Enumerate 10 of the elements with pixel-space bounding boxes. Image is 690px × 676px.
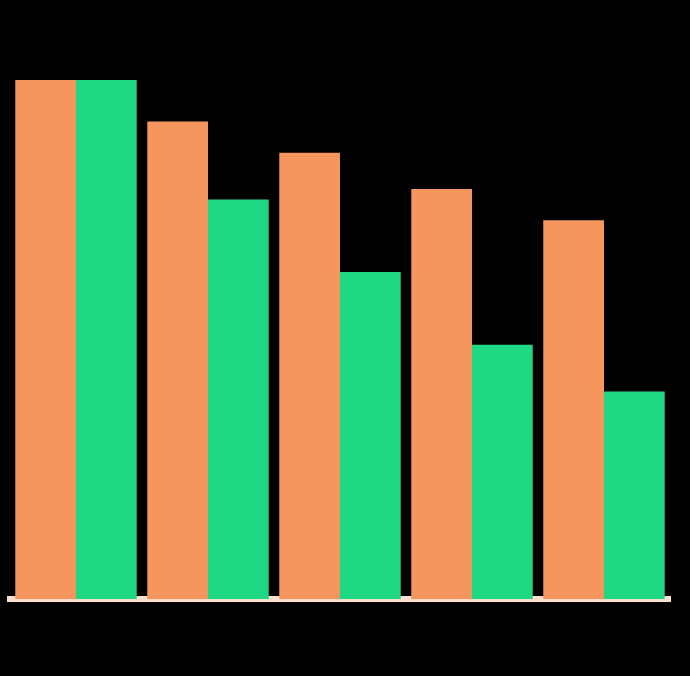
- bar: [147, 121, 208, 600]
- bar: [543, 220, 604, 600]
- bar: [340, 272, 401, 600]
- bar: [472, 344, 533, 600]
- bar: [411, 189, 472, 600]
- bar: [15, 80, 76, 600]
- bar: [604, 391, 665, 600]
- bar: [279, 152, 340, 600]
- bar: [76, 80, 137, 600]
- bar: [208, 199, 269, 600]
